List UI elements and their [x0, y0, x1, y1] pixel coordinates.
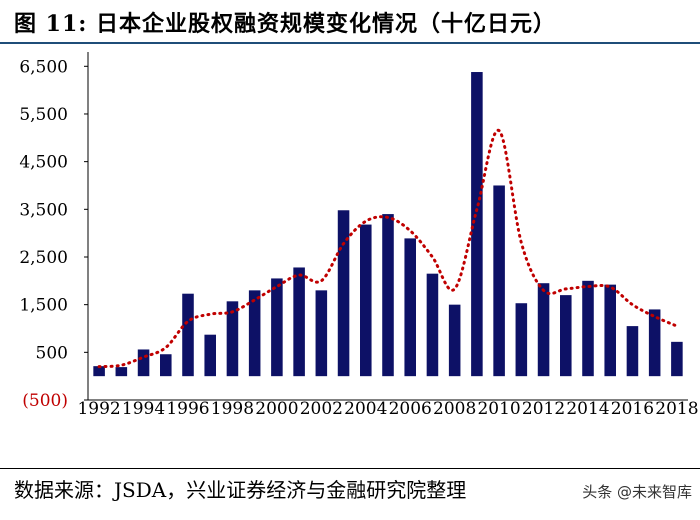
source-divider — [0, 468, 700, 469]
x-tick-label: 1994 — [122, 399, 165, 419]
bar — [404, 238, 416, 377]
bar — [626, 326, 639, 377]
x-tick-label: 1992 — [77, 399, 120, 419]
bar — [337, 210, 350, 377]
bar — [93, 366, 105, 377]
x-tick-label: 2018 — [655, 399, 698, 419]
x-tick-label: 1996 — [166, 399, 209, 419]
bar — [248, 290, 261, 377]
trend-line — [97, 129, 679, 369]
bar — [648, 309, 661, 377]
data-source: 数据来源：JSDA，兴业证券经济与金融研究院整理 — [14, 478, 467, 502]
bar — [160, 354, 172, 377]
bar — [271, 278, 283, 377]
bar — [182, 293, 194, 377]
bar — [360, 224, 372, 377]
chart-title: 图 11: 日本企业股权融资规模变化情况（十亿日元） — [14, 11, 557, 37]
bar — [115, 367, 128, 377]
bar — [671, 341, 683, 377]
y-tick-label: 1,500 — [19, 296, 68, 316]
bar — [426, 273, 439, 377]
title-bar: 图 11: 日本企业股权融资规模变化情况（十亿日元） — [0, 0, 700, 44]
bar — [448, 304, 461, 377]
y-tick-label: 500 — [36, 343, 68, 363]
y-tick-label: 3,500 — [19, 200, 68, 220]
bar — [493, 185, 505, 377]
x-tick-label: 2008 — [433, 399, 476, 419]
x-tick-label: 2016 — [611, 399, 654, 419]
x-tick-label: 2006 — [389, 399, 432, 419]
bar — [226, 301, 239, 377]
bar — [137, 349, 150, 377]
x-tick-label: 2010 — [477, 399, 520, 419]
x-tick-label: 2004 — [344, 399, 387, 419]
x-tick-label: 2002 — [300, 399, 343, 419]
y-tick-label: 2,500 — [19, 248, 68, 268]
x-tick-label: 2014 — [566, 399, 609, 419]
y-tick-label: 4,500 — [19, 153, 68, 173]
bar — [293, 267, 305, 377]
bar — [515, 303, 528, 377]
bar — [537, 283, 550, 377]
y-tick-label: (500) — [22, 391, 68, 411]
y-tick-label: 5,500 — [19, 105, 68, 125]
bar — [382, 214, 394, 377]
bar — [560, 295, 572, 377]
bar-chart: (500) 500 1,500 2,500 3,500 4,500 5,500 6,500 19… — [19, 52, 699, 419]
x-tick-label: 2000 — [255, 399, 298, 419]
bar — [204, 334, 216, 377]
y-tick-label: 6,500 — [19, 57, 68, 77]
bar — [315, 290, 328, 377]
bar — [604, 284, 616, 377]
watermark: 头条 @未来智库 — [582, 483, 692, 501]
x-tick-label: 1998 — [211, 399, 254, 419]
bar — [582, 280, 594, 377]
bar — [471, 72, 483, 377]
x-tick-label: 2012 — [522, 399, 565, 419]
